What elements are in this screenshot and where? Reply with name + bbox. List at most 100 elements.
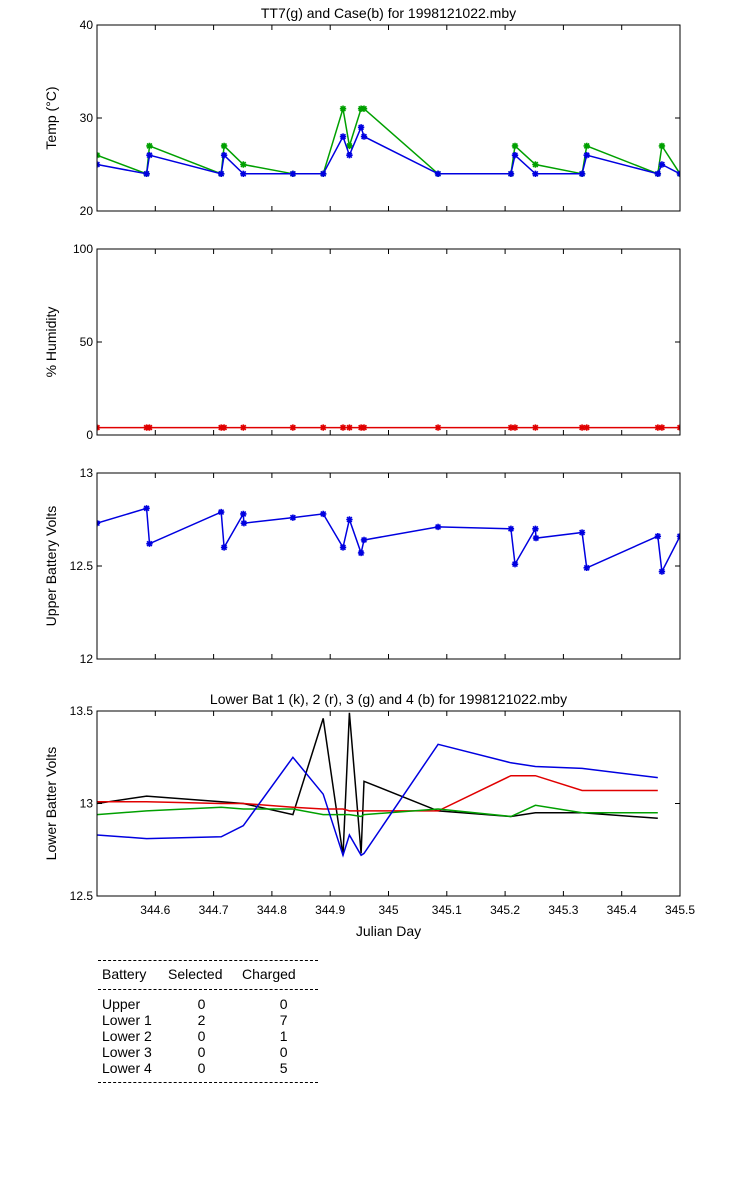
data-point	[143, 170, 150, 177]
table-body: Upper 0 0 Lower 1 2 7 Lower 2 0 1 Lower 3 0 0 Lower …	[98, 990, 318, 1082]
data-point	[240, 424, 247, 431]
series-line-2	[97, 774, 658, 812]
data-point	[507, 424, 515, 431]
data-point	[360, 133, 368, 140]
data-point	[507, 525, 515, 532]
cell-charged: 7	[279, 1012, 288, 1028]
table-row: Lower 2 0 1	[102, 1028, 318, 1044]
series-line-1	[97, 712, 658, 856]
data-point	[346, 152, 353, 159]
x-tick-label: 344.8	[257, 903, 287, 917]
data-point	[339, 424, 347, 431]
data-point	[658, 142, 666, 150]
x-tick-label: 344.7	[199, 903, 229, 917]
chart-panel-3: 12 12.5 13 Upper Battery Volts	[43, 466, 681, 666]
cell-charged: 1	[279, 1028, 288, 1044]
data-point	[220, 424, 228, 431]
x-tick-label: 345.5	[665, 903, 695, 917]
data-point	[578, 424, 586, 431]
cell-selected: 0	[197, 996, 206, 1012]
data-point	[240, 161, 247, 168]
data-point	[434, 170, 442, 177]
data-point	[289, 170, 297, 177]
data-point	[532, 424, 539, 431]
data-point	[511, 142, 519, 150]
data-point	[654, 533, 662, 540]
data-point	[654, 170, 662, 177]
data-point	[220, 142, 228, 150]
data-point	[360, 536, 368, 544]
data-point	[532, 161, 539, 168]
series-group	[97, 712, 658, 858]
data-point	[583, 564, 590, 572]
chart-title: TT7(g) and Case(b) for 1998121022.mby	[261, 5, 516, 21]
data-point	[146, 540, 153, 547]
data-point	[289, 424, 297, 431]
data-point	[146, 424, 153, 431]
data-point	[240, 510, 247, 518]
data-point	[220, 544, 228, 551]
y-tick-label: 40	[80, 18, 94, 32]
data-point	[578, 529, 586, 536]
y-tick-label: 30	[80, 111, 94, 125]
data-point	[346, 516, 353, 523]
chart-title: Lower Bat 1 (k), 2 (r), 3 (g) and 4 (b) …	[210, 691, 567, 707]
x-tick-label: 344.6	[140, 903, 170, 917]
y-axis-label: % Humidity	[43, 307, 59, 378]
series-line-case	[97, 125, 680, 175]
x-tick-label: 345.4	[607, 903, 637, 917]
cell-charged: 0	[279, 996, 288, 1012]
cell-selected: 2	[197, 1012, 206, 1028]
x-tick-label: 345.1	[432, 903, 462, 917]
data-point	[320, 510, 327, 518]
data-point	[146, 142, 153, 150]
data-point	[217, 170, 225, 177]
x-axis-label: Julian Day	[356, 923, 421, 939]
data-point	[511, 424, 519, 431]
data-point	[339, 105, 347, 112]
y-tick-label: 13	[80, 466, 94, 480]
data-point	[532, 525, 539, 532]
data-point	[511, 560, 519, 568]
data-point	[357, 124, 365, 131]
data-point	[583, 152, 590, 159]
y-axis-label: Temp (°C)	[43, 86, 59, 149]
data-point	[357, 549, 365, 557]
y-tick-label: 20	[80, 204, 94, 218]
data-point	[143, 505, 150, 512]
chart-panel-1: 20 30 40 TT7(g) and Case(b) for 1998121022.…	[43, 5, 681, 218]
table-rule-mid	[98, 989, 318, 990]
series-group	[97, 505, 680, 575]
data-point	[320, 424, 327, 431]
table-rule-bottom	[98, 1082, 318, 1083]
table-row: Lower 1 2 7	[102, 1012, 318, 1028]
y-tick-label: 12.5	[70, 889, 94, 903]
data-point	[658, 424, 666, 431]
data-point	[339, 133, 347, 140]
x-tick-label: 345.3	[548, 903, 578, 917]
data-point	[434, 424, 442, 431]
axes-frame	[96, 248, 681, 436]
data-point	[289, 514, 297, 521]
y-axis-label: Lower Batter Volts	[43, 747, 59, 861]
data-point	[511, 152, 519, 159]
series-line-1	[97, 507, 680, 575]
data-point	[346, 142, 353, 150]
y-tick-label: 13	[80, 797, 94, 811]
header-selected: Selected	[168, 966, 223, 982]
x-tick-label: 345.2	[490, 903, 520, 917]
cell-battery: Lower 1	[102, 1012, 152, 1028]
data-point	[658, 161, 666, 168]
x-tick-label: 344.9	[315, 903, 345, 917]
y-tick-label: 100	[73, 242, 93, 256]
cell-battery: Lower 2	[102, 1028, 152, 1044]
series-group	[97, 105, 680, 177]
cell-charged: 5	[279, 1060, 288, 1076]
cell-selected: 0	[197, 1060, 206, 1076]
y-tick-label: 12	[80, 652, 94, 666]
data-point	[240, 170, 247, 177]
chart-panel-4: 12.5 13 13.5 344.6 344.7 344.8 344.9 345 345.1 34…	[43, 691, 695, 939]
table-row: Lower 3 0 0	[102, 1044, 318, 1060]
y-tick-label: 13.5	[70, 704, 94, 718]
